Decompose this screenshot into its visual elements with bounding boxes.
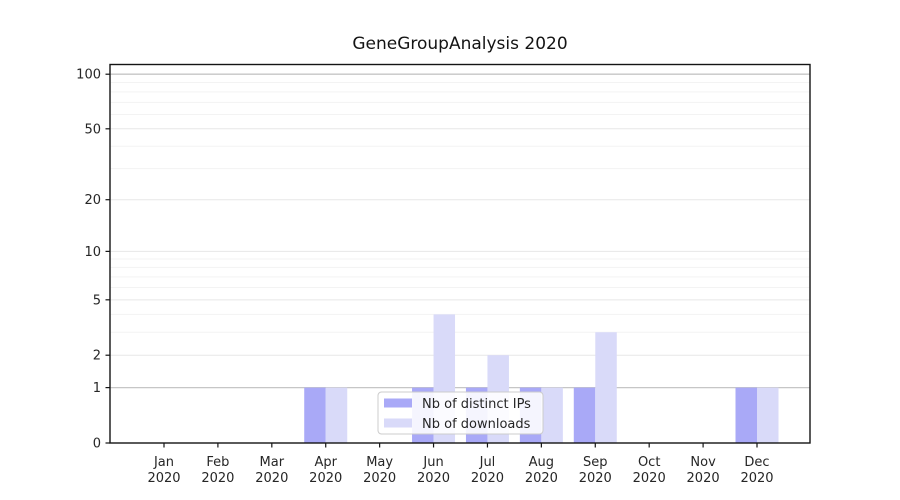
x-tick-label-month: Dec <box>744 455 769 470</box>
x-tick-label-year: 2020 <box>363 471 396 486</box>
y-tick-label: 5 <box>93 293 101 308</box>
legend-swatch-downloads <box>384 418 412 428</box>
chart-title: GeneGroupAnalysis 2020 <box>352 34 568 54</box>
bar-downloads <box>595 332 617 443</box>
legend-label-downloads: Nb of downloads <box>422 417 531 432</box>
x-tick-label-month: Mar <box>260 455 285 470</box>
y-tick-label: 2 <box>93 349 101 364</box>
x-tick-label-month: May <box>366 455 393 470</box>
x-tick-label-year: 2020 <box>579 471 612 486</box>
x-tick-label-month: Jun <box>422 455 443 470</box>
bar-distinct-ips <box>573 387 596 443</box>
x-tick-label-month: Oct <box>638 455 660 470</box>
y-tick-label: 10 <box>84 245 101 260</box>
x-tick-label-year: 2020 <box>309 471 342 486</box>
legend-label-distinct-ips: Nb of distinct IPs <box>422 397 531 412</box>
x-tick-label-year: 2020 <box>525 471 558 486</box>
x-tick-label-month: Jan <box>153 455 174 470</box>
legend-swatch-distinct-ips <box>384 398 412 408</box>
x-tick-label-month: Jul <box>479 455 496 470</box>
bar-downloads <box>325 387 348 443</box>
x-tick-label-year: 2020 <box>633 471 666 486</box>
x-tick-label-month: Sep <box>583 455 608 470</box>
legend-box <box>377 391 544 435</box>
y-tick-label: 1 <box>93 381 101 396</box>
y-tick-label: 0 <box>93 437 101 452</box>
bar-distinct-ips <box>735 387 757 443</box>
x-tick-label-year: 2020 <box>687 471 720 486</box>
x-tick-label-month: Apr <box>314 455 337 470</box>
y-tick-label: 100 <box>76 68 101 83</box>
x-tick-label-month: Feb <box>206 455 229 470</box>
axes-frame <box>109 63 811 444</box>
y-tick-label: 20 <box>84 193 101 208</box>
bar-downloads <box>541 387 563 443</box>
x-tick-label-year: 2020 <box>740 471 773 486</box>
bar-downloads <box>757 387 779 443</box>
x-tick-label-month: Aug <box>529 455 554 470</box>
x-tick-label-year: 2020 <box>201 471 234 486</box>
y-tick-label: 50 <box>84 122 101 137</box>
x-tick-label-year: 2020 <box>471 471 504 486</box>
x-tick-label-year: 2020 <box>255 471 288 486</box>
x-tick-label-year: 2020 <box>147 471 180 486</box>
bar-distinct-ips <box>304 387 326 443</box>
x-tick-label-year: 2020 <box>417 471 450 486</box>
x-tick-label-month: Nov <box>690 455 716 470</box>
